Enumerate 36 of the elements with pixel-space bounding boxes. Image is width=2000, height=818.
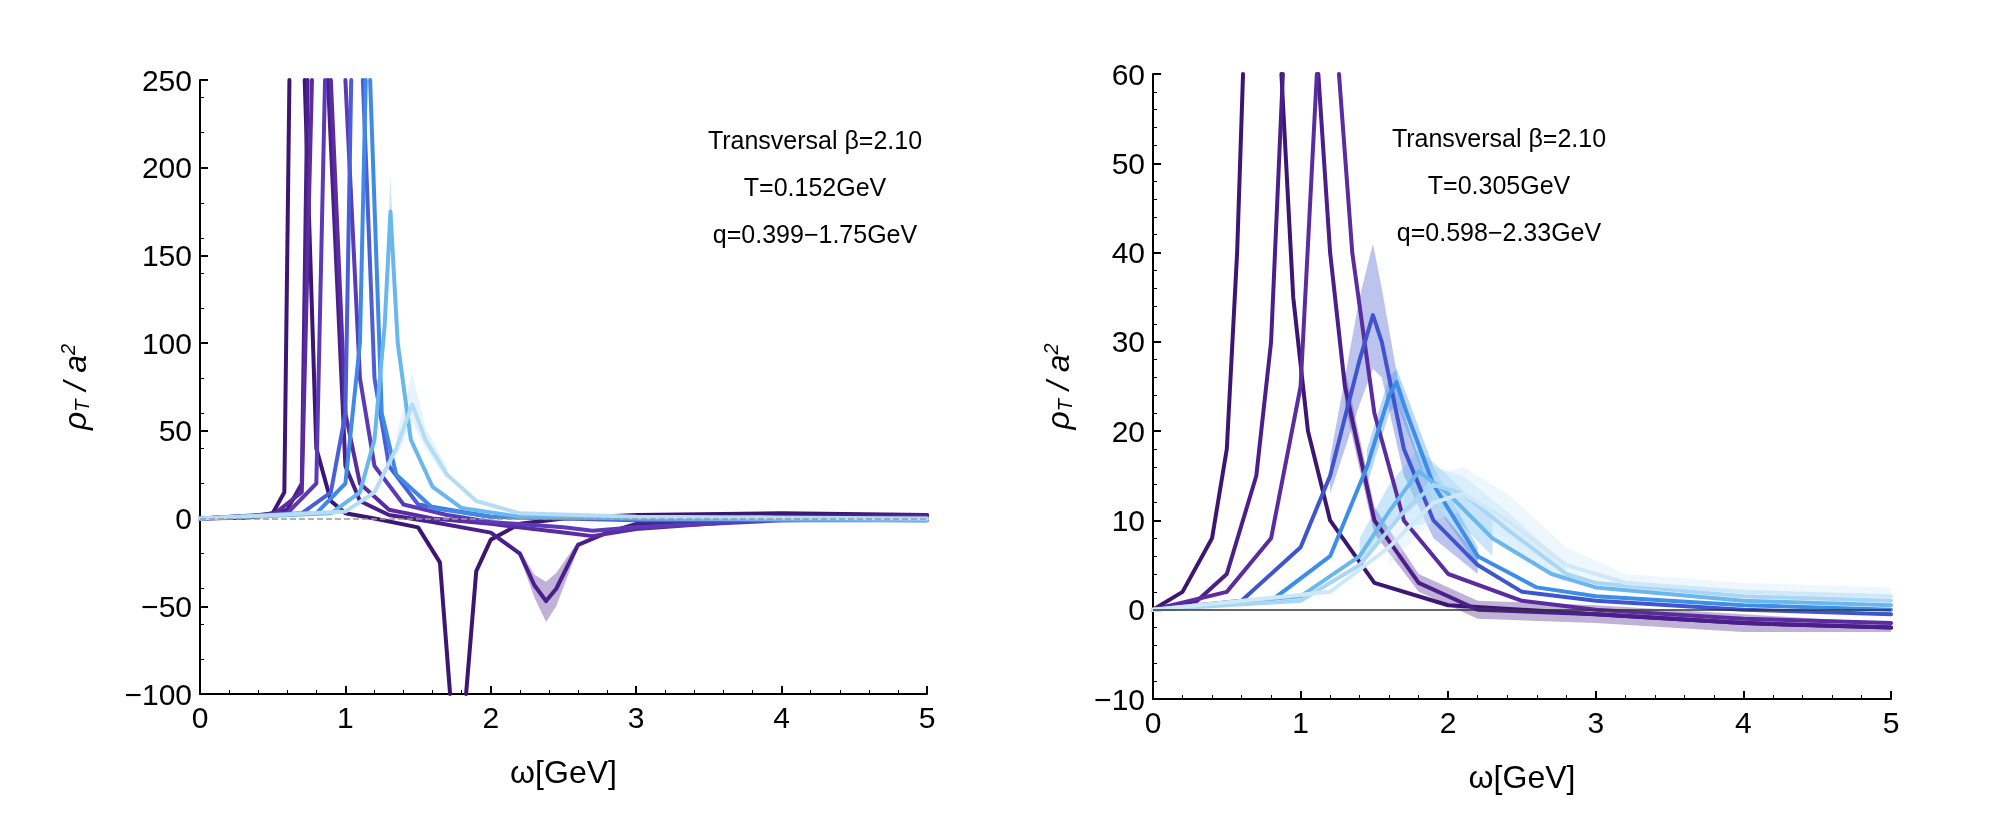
annotation: q=0.399−1.75GeV	[712, 220, 918, 248]
y-tick-label: 250	[141, 63, 192, 97]
y-tick-label: −100	[124, 677, 192, 711]
y-axis-title: ρT / a2	[57, 343, 93, 432]
x-tick-label: 5	[1882, 705, 1900, 739]
annotation: T=0.305GeV	[1427, 171, 1571, 199]
y-tick-label: 50	[1111, 146, 1145, 180]
y-tick-label: 0	[175, 502, 192, 536]
y-tick-label: 10	[1111, 503, 1145, 537]
y-tick-label: 30	[1111, 325, 1145, 359]
y-tick-label: 50	[158, 414, 192, 448]
annotation: Transversal β=2.10	[707, 126, 923, 154]
x-tick-label: 3	[1587, 705, 1605, 739]
x-tick-label: 3	[627, 700, 645, 734]
y-tick-label: 40	[1111, 236, 1145, 270]
x-tick-label: 2	[1439, 705, 1457, 739]
y-tick-label: −10	[1094, 682, 1145, 716]
x-axis-title: ω[GeV]	[510, 754, 617, 790]
y-tick-label: 200	[141, 151, 192, 185]
annotation: q=0.598−2.33GeV	[1396, 218, 1602, 246]
x-tick-label: 4	[1735, 705, 1752, 739]
y-tick-label: −50	[141, 589, 192, 623]
y-tick-label: 150	[141, 238, 192, 272]
x-axis-title: ω[GeV]	[1468, 759, 1576, 795]
x-tick-label: 1	[1292, 705, 1309, 739]
y-axis-title: ρT / a2	[1040, 343, 1076, 431]
y-tick-label: 100	[141, 326, 192, 360]
y-tick-label: 0	[1128, 593, 1145, 627]
x-tick-label: 4	[773, 700, 790, 734]
x-tick-label: 2	[482, 700, 500, 734]
y-tick-label: 20	[1111, 414, 1145, 448]
x-tick-label: 1	[337, 700, 354, 734]
annotation: Transversal β=2.10	[1391, 124, 1607, 152]
annotation: T=0.152GeV	[743, 173, 887, 201]
x-tick-label: 5	[918, 700, 936, 734]
y-tick-label: 60	[1111, 57, 1145, 91]
